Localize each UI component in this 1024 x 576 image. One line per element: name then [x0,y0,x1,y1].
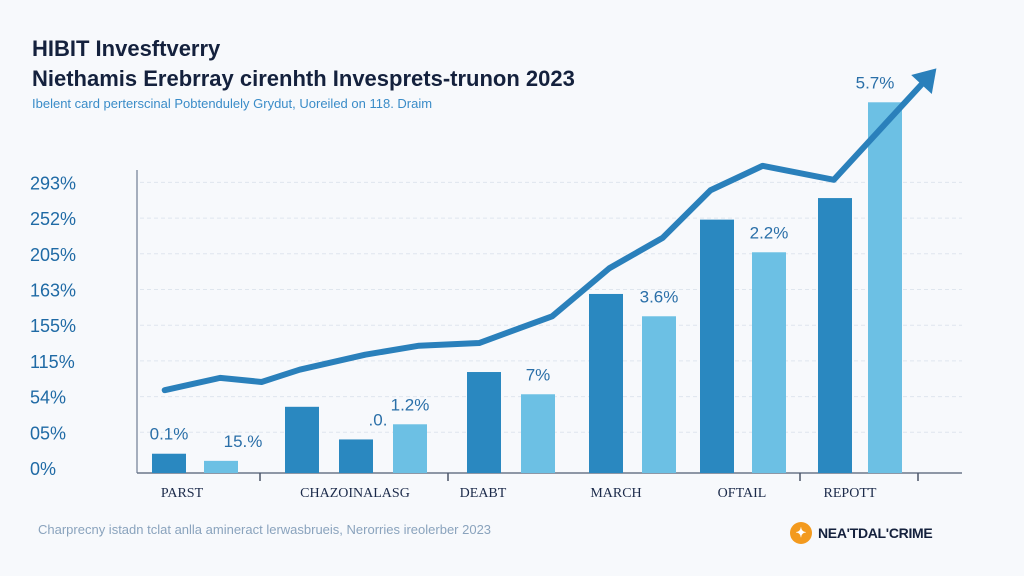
data-label: 7% [526,365,551,384]
x-tick-label: MARCH [590,486,641,501]
chart-title-line2: Niethamis Erebrray cirenhth Invesprets-t… [32,66,575,91]
bar-dark [818,198,852,473]
x-tick-label: PARST [161,486,204,501]
bar-dark [152,453,186,473]
chart-title-line1: HIBIT Invesftverry [32,36,221,61]
bar-light [521,394,555,473]
trend-line [161,81,925,394]
data-label: .0. [369,410,388,429]
bar-light [868,102,902,473]
data-label: 3.6% [640,287,679,306]
bar-light [204,460,238,473]
data-label: 5.7% [856,73,895,92]
y-tick-label: 115% [30,352,75,372]
x-tick-label: CHAZOINALASG [300,486,410,501]
chart-subtitle: Ibelent card perterscinal Pobtendulely G… [32,96,433,111]
bar-dark [589,293,623,473]
bar-dark [467,372,501,473]
brand-logo: ✦ NEA'TDAL'CRIME [790,522,933,544]
data-label: 15.% [224,432,263,451]
trend-arrowhead-icon [911,68,937,95]
logo-text: NEA'TDAL'CRIME [818,525,933,541]
data-label: 1.2% [391,395,430,414]
y-tick-label: 205% [30,245,76,265]
bar-light [752,252,786,473]
logo-icon: ✦ [790,522,812,544]
y-tick-label: 293% [30,173,76,193]
x-tick-label: DEABT [460,486,507,501]
bar-dark [700,219,734,473]
y-tick-label: 252% [30,209,76,229]
y-tick-label: 163% [30,281,76,301]
y-tick-label: 54% [30,388,66,408]
y-tick-label: 05% [30,423,66,443]
y-tick-label: 0% [30,459,56,479]
bar-dark [339,439,373,473]
y-tick-label: 155% [30,316,76,336]
bar-light [393,424,427,473]
x-tick-label: REPOTT [824,486,877,501]
bar-dark [285,406,319,473]
bar-light [642,316,676,473]
x-tick-label: OFTAIL [718,486,767,501]
data-label: 2.2% [750,223,789,242]
footer-note: Charprecny istadn tclat anlla amineract … [38,522,492,537]
data-label: 0.1% [150,425,189,444]
